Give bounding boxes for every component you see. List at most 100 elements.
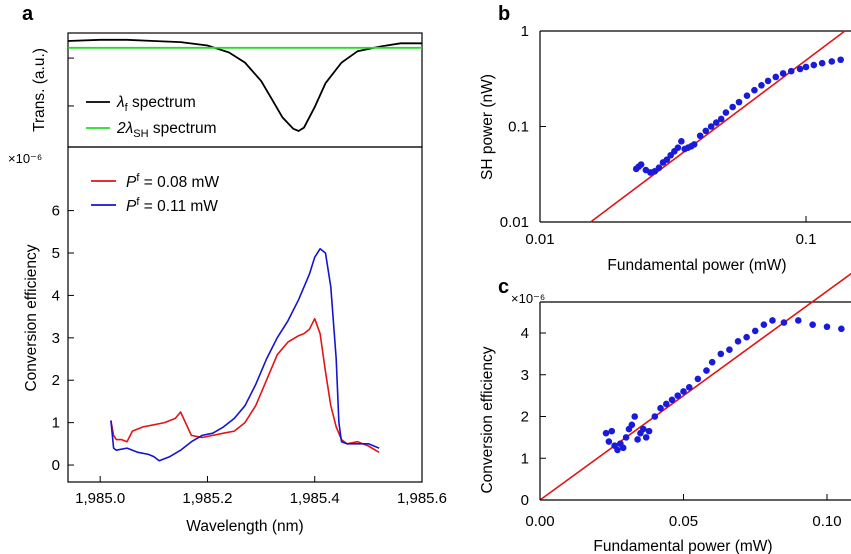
legend-pf-011-rest: = 0.11 mW: [139, 198, 218, 215]
data-point: [614, 446, 621, 454]
data-point: [602, 429, 610, 437]
panel-a-bottom: ×10⁻⁶ 0 1 2 3 4 5 6 1,985.0 1,985.2 1,985.4 1,985.…: [8, 146, 447, 535]
legend-pf-008-rest: = 0.08 mW: [139, 174, 219, 191]
data-point: [810, 61, 818, 69]
data-point: [780, 319, 788, 326]
data-point: [690, 141, 698, 148]
data-point: [795, 317, 802, 324]
panel-c-fit: [539, 272, 851, 501]
panel-b-fit: [590, 30, 846, 223]
data-point: [674, 144, 682, 151]
legend-pf-011-sup: f: [136, 196, 140, 208]
data-point: [764, 77, 772, 85]
data-point: [674, 392, 682, 399]
xtick-label-0: 0.00: [525, 513, 554, 530]
data-point: [743, 333, 750, 341]
panel-letter-a: a: [22, 3, 34, 25]
panel-c-multiplier: ×10⁻⁶: [511, 291, 545, 306]
ytick-label-0: 0: [52, 457, 60, 474]
data-point: [608, 427, 616, 435]
data-point: [818, 59, 826, 67]
panel-a-bottom-ticks: 0 1 2 3 4 5 6 1,985.0 1,985.2 1,985.4 1,985.6: [52, 203, 447, 507]
legend-pf-008-sup: f: [136, 172, 140, 184]
series-line-0: [67, 38, 422, 133]
data-point: [708, 358, 716, 366]
ytick-label-3: 3: [521, 367, 529, 384]
panel-a-bottom-xlabel: Wavelength (nm): [186, 518, 303, 535]
data-point: [743, 92, 751, 100]
data-point: [662, 400, 670, 408]
data-point: [640, 425, 647, 433]
ytick-label-4: 4: [521, 325, 529, 342]
series-line-1: [110, 248, 380, 462]
data-point: [703, 367, 710, 374]
data-point: [668, 396, 676, 404]
legend-pf-011-main: P: [126, 198, 137, 215]
panel-b-xlabel: Fundamental power (mW): [607, 257, 786, 274]
legend-lambda-f-rest: spectrum: [128, 94, 196, 111]
panel-a-bottom-series: [110, 248, 380, 462]
data-point: [751, 327, 759, 335]
data-point: [702, 127, 710, 135]
data-point: [678, 137, 685, 145]
data-point: [809, 321, 816, 328]
data-point: [637, 161, 645, 168]
series-line-0: [110, 317, 380, 453]
data-point: [651, 413, 659, 420]
xtick-label-3: 1,985.6: [397, 490, 447, 507]
panel-b-ylabel: SH power (nW): [479, 74, 496, 180]
panel-c-ticks: 0 1 2 3 4 0.00 0.05 0.10: [521, 325, 842, 530]
data-point: [694, 375, 702, 383]
data-point: [779, 70, 787, 77]
ytick-label-0: 0: [521, 492, 529, 509]
data-point: [642, 434, 650, 441]
xtick-label-0: 0.01: [525, 231, 554, 248]
panel-c-xlabel: Fundamental power (mW): [593, 538, 772, 554]
ytick-label-1: 0.1: [508, 119, 529, 136]
legend-lambda-f-sub: f: [125, 102, 129, 114]
xtick-label-2: 1,985.4: [290, 490, 340, 507]
panel-a-top: Trans. (a.u.) λf spectrum 2λSH spectrum: [31, 32, 423, 148]
panel-c-ylabel: Conversion efficiency: [479, 346, 496, 493]
data-point: [645, 427, 653, 435]
ytick-label-3: 3: [52, 330, 60, 347]
fit-line: [539, 272, 851, 501]
ytick-label-5: 5: [52, 245, 60, 262]
legend-label-pf-008: Pf = 0.08 mW: [126, 172, 219, 191]
panel-b: 0.01 0.1 1 0.01 0.1 SH power (nW) Fundamenta…: [479, 23, 851, 274]
data-point: [696, 132, 704, 140]
ytick-label-4: 4: [52, 287, 60, 304]
ytick-label-2: 1: [521, 23, 529, 40]
xtick-label-1: 1,985.2: [182, 490, 232, 507]
data-point: [772, 73, 780, 81]
data-point: [663, 156, 671, 163]
data-point: [760, 321, 768, 328]
data-point: [622, 434, 630, 441]
legend-2lambda-sh-sub: SH: [133, 128, 148, 140]
xtick-label-0: 1,985.0: [75, 490, 125, 507]
panel-letter-b: b: [498, 3, 510, 25]
data-point: [657, 404, 664, 412]
panel-a-top-legend: λf spectrum 2λSH spectrum: [86, 94, 217, 140]
ytick-label-2: 2: [52, 372, 60, 389]
data-point: [787, 67, 795, 75]
panel-c-points: [602, 317, 845, 454]
xtick-label-1: 0.1: [796, 231, 817, 248]
panel-b-ticks: 0.01 0.1 1 0.01 0.1: [500, 23, 817, 248]
ytick-label-6: 6: [52, 203, 60, 220]
ytick-label-1: 1: [521, 450, 529, 467]
ytick-label-0: 0.01: [500, 214, 529, 231]
data-point: [717, 350, 725, 358]
data-point: [717, 115, 725, 123]
data-point: [838, 325, 845, 333]
data-point: [634, 436, 641, 443]
data-point: [685, 383, 693, 391]
data-point: [769, 317, 776, 324]
data-point: [729, 103, 736, 111]
data-point: [758, 82, 765, 89]
legend-2lambda-sh-rest: spectrum: [149, 120, 217, 137]
legend-lambda-f-main: λ: [116, 94, 125, 111]
panel-a-top-series: [67, 38, 422, 133]
data-point: [837, 56, 844, 64]
fit-line: [590, 30, 846, 223]
